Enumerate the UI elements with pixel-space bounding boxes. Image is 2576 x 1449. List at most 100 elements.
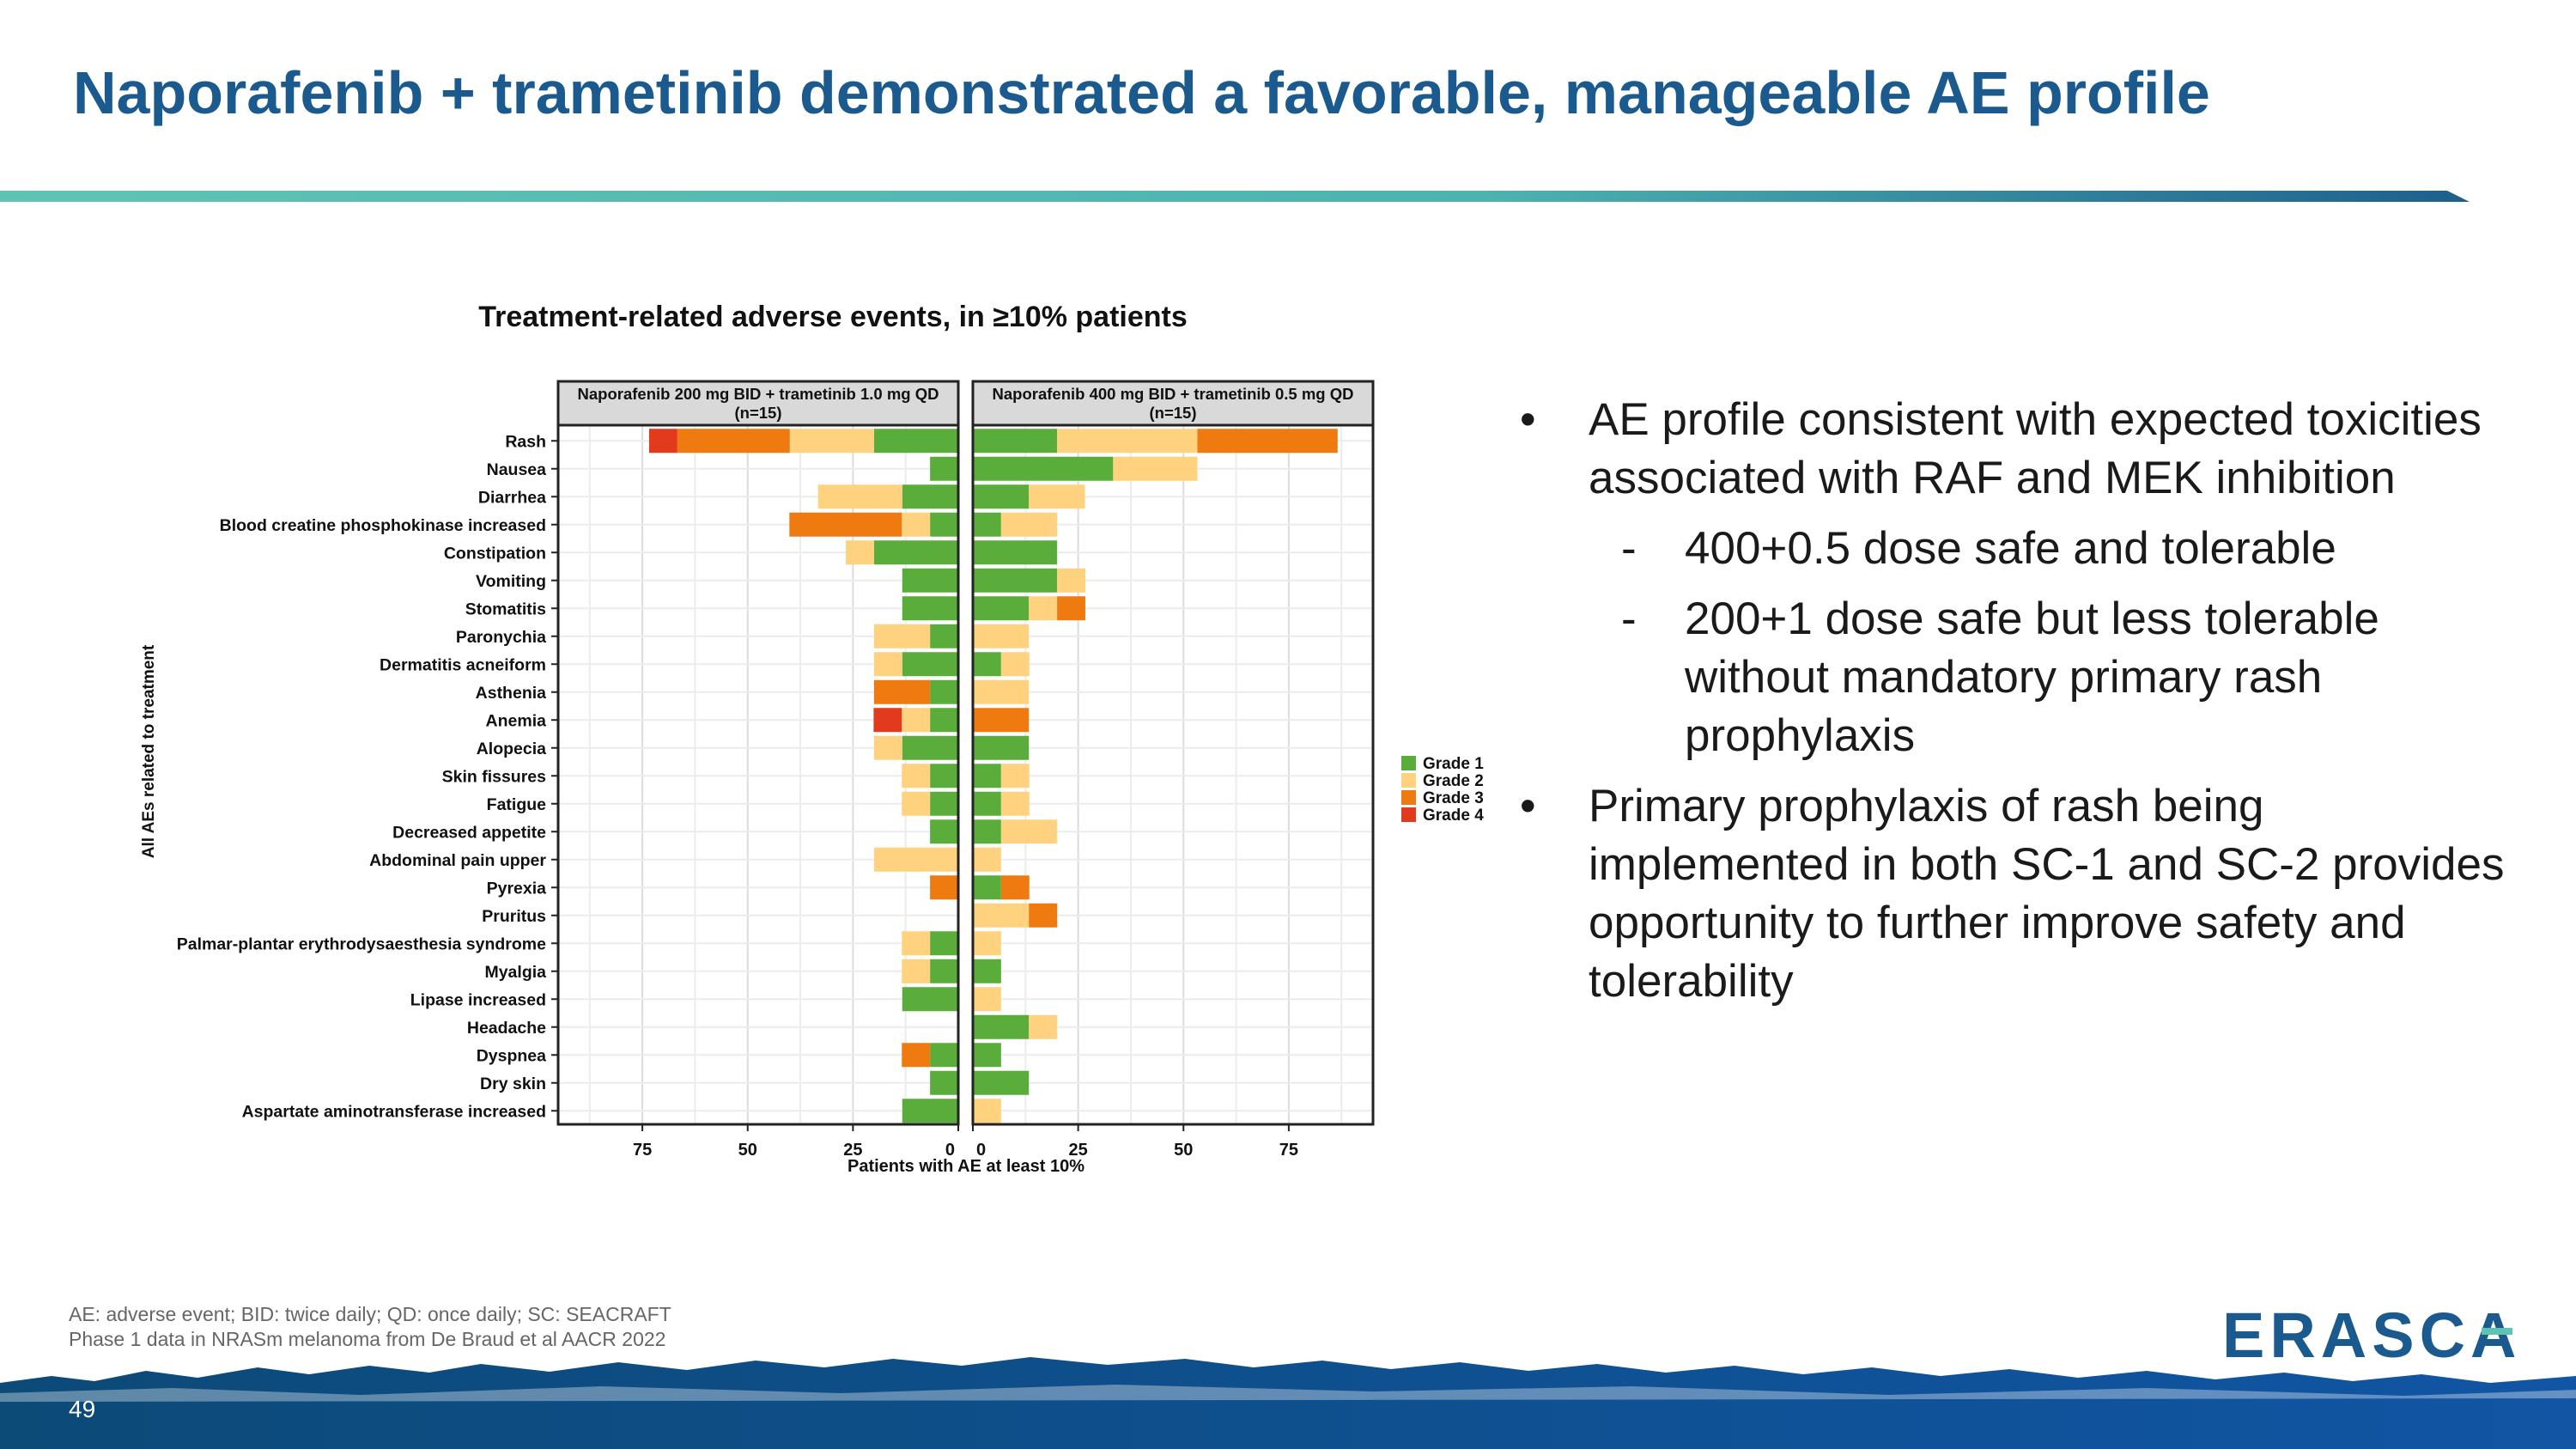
bar-left-dermatitis-acneiform-grade1 [902, 652, 958, 677]
legend-label-grade2: Grade 2 [1423, 772, 1484, 790]
legend-label-grade1: Grade 1 [1423, 755, 1484, 773]
sub-bullet-400-dose: 400+0.5 dose safe and tolerable [1520, 520, 2507, 578]
bar-left-dermatitis-acneiform-grade2 [873, 652, 902, 677]
category-label: Abdominal pain upper [369, 851, 546, 870]
bar-right-paronychia-grade2 [973, 624, 1030, 648]
bar-left-vomiting-grade1 [902, 568, 958, 593]
footnotes: AE: adverse event; BID: twice daily; QD:… [69, 1302, 671, 1352]
chart-title: Treatment-related adverse events, in ≥10… [478, 301, 1188, 333]
bar-right-skin-fissures-grade1 [973, 764, 1001, 788]
bar-right-diarrhea-grade1 [973, 484, 1030, 509]
category-label: Blood creatine phosphokinase increased [220, 516, 546, 535]
bar-left-skin-fissures-grade2 [902, 764, 931, 788]
footnote-source: Phase 1 data in NRASm melanoma from De B… [69, 1328, 666, 1350]
bar-right-constipation-grade1 [973, 540, 1058, 565]
bar-right-abdominal-pain-upper-grade2 [973, 847, 1001, 872]
footnote-abbreviations: AE: adverse event; BID: twice daily; QD:… [69, 1303, 671, 1325]
bar-right-palmar-plantar-erythrodysaesthesia-syndrome-grade2 [973, 931, 1001, 956]
x-tick-label: 75 [633, 1141, 652, 1160]
category-label: Palmar-plantar erythrodysaesthesia syndr… [177, 935, 546, 953]
x-tick-label: 25 [1069, 1141, 1088, 1160]
bar-right-headache-grade1 [973, 1014, 1030, 1039]
y-axis-label: All AEs related to treatment [140, 644, 158, 858]
bar-left-nausea-grade1 [930, 456, 958, 481]
bar-right-aspartate-aminotransferase-increased-grade2 [973, 1099, 1001, 1123]
bar-right-stomatitis-grade2 [1029, 596, 1058, 621]
bar-left-rash-grade1 [873, 429, 958, 454]
slide-title: Naporafenib + trametinib demonstrated a … [73, 59, 2210, 126]
bar-right-alopecia-grade1 [973, 735, 1030, 760]
bar-right-blood-creatine-phosphokinase-increased-grade2 [1000, 512, 1058, 537]
bullet-prophylaxis: Primary prophylaxis of rash being implem… [1520, 777, 2507, 1011]
bar-left-anemia-grade4 [873, 708, 902, 733]
category-label: Vomiting [476, 572, 546, 591]
bar-right-fatigue-grade2 [1000, 791, 1030, 816]
bar-right-diarrhea-grade2 [1029, 484, 1085, 509]
category-label: Nausea [487, 460, 547, 479]
panel-n-left: (n=15) [734, 404, 781, 422]
bar-left-rash-grade4 [648, 429, 677, 454]
bar-right-pruritus-grade3 [1029, 903, 1058, 928]
bar-left-constipation-grade1 [873, 540, 958, 565]
category-label: Dry skin [480, 1075, 546, 1093]
ae-diverging-bar-chart: Treatment-related adverse events, in ≥10… [140, 301, 1484, 1176]
bar-left-paronychia-grade1 [930, 624, 958, 648]
bar-right-rash-grade3 [1197, 429, 1338, 454]
bar-left-rash-grade3 [677, 429, 790, 454]
bar-left-anemia-grade2 [902, 708, 931, 733]
bar-left-skin-fissures-grade1 [930, 764, 958, 788]
bar-left-dyspnea-grade3 [902, 1043, 931, 1068]
legend-label-grade4: Grade 4 [1423, 807, 1484, 825]
bar-right-pyrexia-grade1 [973, 875, 1001, 900]
bar-right-anemia-grade3 [973, 708, 1030, 733]
bar-left-alopecia-grade1 [902, 735, 958, 760]
category-label: Dyspnea [477, 1046, 546, 1065]
bar-left-stomatitis-grade1 [902, 596, 958, 621]
legend-swatch-grade4 [1401, 807, 1416, 822]
bar-left-asthenia-grade3 [873, 679, 931, 704]
bar-left-myalgia-grade1 [930, 959, 958, 983]
x-tick-label: 75 [1279, 1141, 1298, 1160]
bar-left-fatigue-grade1 [930, 791, 958, 816]
bar-left-rash-grade2 [789, 429, 874, 454]
category-label: Lipase increased [410, 990, 546, 1009]
bar-left-diarrhea-grade1 [902, 484, 958, 509]
bullet-list: AE profile consistent with expected toxi… [1520, 391, 2507, 1023]
x-tick-label: 50 [1174, 1141, 1193, 1160]
bar-left-palmar-plantar-erythrodysaesthesia-syndrome-grade2 [902, 931, 931, 956]
bar-right-nausea-grade2 [1113, 456, 1198, 481]
bar-left-myalgia-grade2 [902, 959, 931, 983]
category-label: Fatigue [487, 795, 546, 814]
category-label: Headache [467, 1019, 546, 1038]
category-label: Paronychia [456, 628, 546, 647]
footer-wave-band [0, 1357, 2576, 1449]
category-label: Myalgia [484, 963, 546, 982]
x-tick-label: 25 [843, 1141, 862, 1160]
panel-n-right: (n=15) [1149, 404, 1196, 422]
x-tick-label: 0 [945, 1141, 955, 1160]
bar-left-dry-skin-grade1 [930, 1070, 958, 1095]
category-label: Anemia [486, 711, 547, 730]
category-label: Stomatitis [465, 600, 546, 618]
bar-left-decreased-appetite-grade1 [930, 819, 958, 844]
bar-left-dyspnea-grade1 [930, 1043, 958, 1068]
bar-right-headache-grade2 [1029, 1014, 1058, 1039]
legend-swatch-grade2 [1401, 773, 1416, 788]
panel-title-left: Naporafenib 200 mg BID + trametinib 1.0 … [578, 385, 939, 403]
category-label: Pruritus [482, 907, 546, 926]
bar-left-asthenia-grade1 [930, 679, 958, 704]
x-tick-label: 0 [976, 1141, 986, 1160]
category-label: Decreased appetite [392, 823, 546, 842]
category-label: Constipation [444, 544, 546, 563]
logo-accent-dash [2482, 1328, 2512, 1335]
bar-left-pyrexia-grade3 [930, 875, 958, 900]
category-label: Pyrexia [487, 879, 547, 898]
sub-bullet-200-dose: 200+1 dose safe but less tolerable witho… [1520, 590, 2507, 765]
bar-right-dry-skin-grade1 [973, 1070, 1030, 1095]
bar-left-blood-creatine-phosphokinase-increased-grade2 [902, 512, 931, 537]
x-axis-label: Patients with AE at least 10% [848, 1157, 1084, 1176]
bar-right-pyrexia-grade3 [1000, 875, 1030, 900]
bar-right-decreased-appetite-grade2 [1000, 819, 1058, 844]
bar-left-palmar-plantar-erythrodysaesthesia-syndrome-grade1 [930, 931, 958, 956]
bar-left-aspartate-aminotransferase-increased-grade1 [902, 1099, 958, 1123]
